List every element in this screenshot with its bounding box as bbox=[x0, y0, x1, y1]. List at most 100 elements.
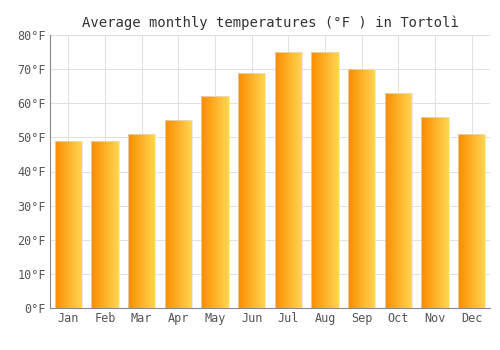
Bar bbox=[238, 72, 240, 308]
Bar bbox=[311, 52, 339, 308]
Bar bbox=[291, 52, 292, 308]
Bar bbox=[361, 69, 362, 308]
Bar bbox=[73, 141, 74, 308]
Bar bbox=[214, 96, 215, 308]
Bar bbox=[289, 52, 290, 308]
Bar bbox=[142, 134, 143, 308]
Bar bbox=[316, 52, 317, 308]
Bar bbox=[226, 96, 228, 308]
Bar bbox=[62, 141, 63, 308]
Bar bbox=[148, 134, 150, 308]
Bar bbox=[132, 134, 133, 308]
Bar bbox=[143, 134, 144, 308]
Bar bbox=[403, 93, 404, 308]
Bar bbox=[145, 134, 146, 308]
Bar bbox=[216, 96, 217, 308]
Bar bbox=[70, 141, 71, 308]
Bar bbox=[208, 96, 209, 308]
Bar bbox=[388, 93, 390, 308]
Bar bbox=[468, 134, 469, 308]
Bar bbox=[68, 141, 69, 308]
Bar bbox=[97, 141, 98, 308]
Bar bbox=[367, 69, 368, 308]
Bar bbox=[146, 134, 147, 308]
Bar bbox=[71, 141, 72, 308]
Bar bbox=[314, 52, 316, 308]
Bar bbox=[99, 141, 100, 308]
Bar bbox=[350, 69, 352, 308]
Bar bbox=[370, 69, 372, 308]
Bar bbox=[278, 52, 280, 308]
Bar bbox=[336, 52, 338, 308]
Bar bbox=[326, 52, 327, 308]
Bar bbox=[259, 72, 260, 308]
Bar bbox=[190, 120, 192, 308]
Bar bbox=[164, 120, 166, 308]
Bar bbox=[64, 141, 65, 308]
Bar bbox=[333, 52, 334, 308]
Bar bbox=[100, 141, 101, 308]
Bar bbox=[480, 134, 482, 308]
Bar bbox=[147, 134, 148, 308]
Bar bbox=[470, 134, 471, 308]
Bar bbox=[252, 72, 253, 308]
Bar bbox=[284, 52, 285, 308]
Bar bbox=[311, 52, 312, 308]
Bar bbox=[72, 141, 73, 308]
Bar bbox=[294, 52, 295, 308]
Bar bbox=[436, 117, 437, 308]
Bar bbox=[296, 52, 298, 308]
Bar bbox=[182, 120, 183, 308]
Bar bbox=[242, 72, 244, 308]
Bar bbox=[390, 93, 391, 308]
Bar bbox=[402, 93, 403, 308]
Bar bbox=[473, 134, 474, 308]
Bar bbox=[256, 72, 257, 308]
Bar bbox=[332, 52, 334, 308]
Bar bbox=[134, 134, 135, 308]
Bar bbox=[207, 96, 208, 308]
Bar bbox=[462, 134, 463, 308]
Bar bbox=[374, 69, 376, 308]
Bar bbox=[476, 134, 477, 308]
Bar bbox=[348, 69, 376, 308]
Bar bbox=[462, 134, 464, 308]
Bar bbox=[130, 134, 132, 308]
Bar bbox=[257, 72, 258, 308]
Bar bbox=[110, 141, 111, 308]
Bar bbox=[393, 93, 394, 308]
Bar bbox=[144, 134, 145, 308]
Bar bbox=[286, 52, 287, 308]
Bar bbox=[465, 134, 466, 308]
Bar bbox=[440, 117, 441, 308]
Bar bbox=[180, 120, 181, 308]
Bar bbox=[467, 134, 468, 308]
Bar bbox=[211, 96, 212, 308]
Bar bbox=[223, 96, 224, 308]
Bar bbox=[74, 141, 75, 308]
Bar bbox=[331, 52, 332, 308]
Bar bbox=[179, 120, 180, 308]
Bar bbox=[435, 117, 436, 308]
Bar bbox=[358, 69, 359, 308]
Bar bbox=[421, 117, 448, 308]
Bar bbox=[164, 120, 192, 308]
Bar bbox=[327, 52, 328, 308]
Bar bbox=[91, 141, 92, 308]
Bar bbox=[472, 134, 473, 308]
Bar bbox=[359, 69, 360, 308]
Bar bbox=[372, 69, 374, 308]
Bar bbox=[312, 52, 314, 308]
Bar bbox=[433, 117, 434, 308]
Bar bbox=[360, 69, 361, 308]
Bar bbox=[374, 69, 375, 308]
Bar bbox=[201, 96, 202, 308]
Bar bbox=[398, 93, 399, 308]
Bar bbox=[443, 117, 444, 308]
Bar bbox=[355, 69, 356, 308]
Bar bbox=[363, 69, 364, 308]
Bar bbox=[434, 117, 435, 308]
Bar bbox=[103, 141, 104, 308]
Bar bbox=[221, 96, 222, 308]
Bar bbox=[396, 93, 397, 308]
